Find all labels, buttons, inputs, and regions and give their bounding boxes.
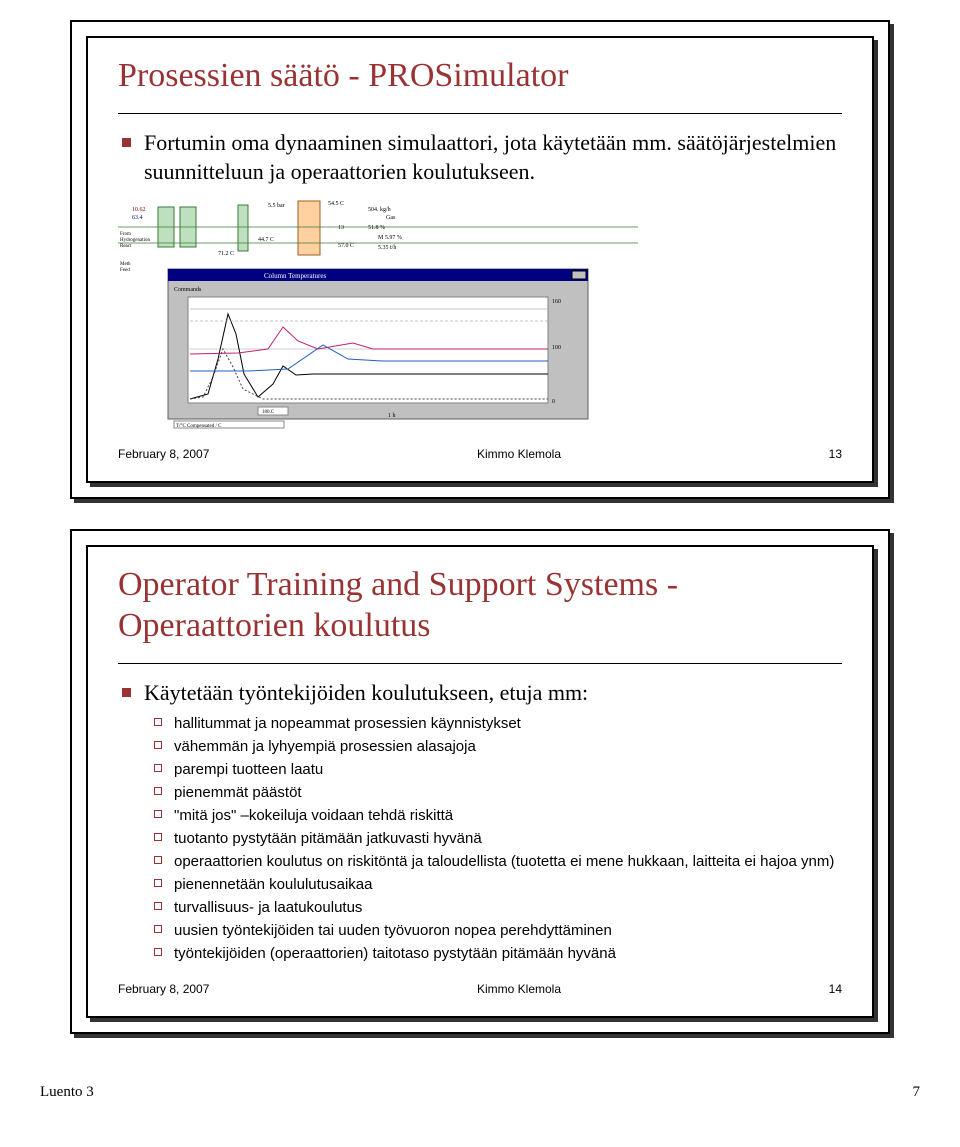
slide-2-footer: February 8, 2007 Kimmo Klemola 14 xyxy=(118,982,842,996)
svg-text:71.2 C: 71.2 C xyxy=(218,251,234,257)
svg-text:React: React xyxy=(120,244,132,249)
sub-item: työntekijöiden (operaattorien) taitotaso… xyxy=(144,943,842,964)
svg-text:180.C: 180.C xyxy=(262,410,275,415)
slide-1-outer-frame: Prosessien säätö - PROSimulator Fortumin… xyxy=(70,20,890,499)
slide-2-title: Operator Training and Support Systems - … xyxy=(118,565,842,647)
footer-pagenum: 13 xyxy=(829,447,842,461)
sub-item: pienemmät päästöt xyxy=(144,782,842,803)
svg-text:Column Temperatures: Column Temperatures xyxy=(264,272,326,280)
slide-2-bullets: Käytetään työntekijöiden koulutukseen, e… xyxy=(118,678,842,965)
slide-1-footer: February 8, 2007 Kimmo Klemola 13 xyxy=(118,447,842,461)
footer-page-number: 7 xyxy=(913,1084,921,1101)
page-container: Prosessien säätö - PROSimulator Fortumin… xyxy=(0,0,960,1074)
svg-text:63.4: 63.4 xyxy=(132,215,143,221)
svg-text:13: 13 xyxy=(338,225,344,231)
sub-item: turvallisuus- ja laatukoulutus xyxy=(144,897,842,918)
slide-1-inner-frame: Prosessien säätö - PROSimulator Fortumin… xyxy=(86,36,874,483)
svg-text:Feed: Feed xyxy=(120,268,130,273)
sub-item: "mitä jos" –kokeiluja voidaan tehdä risk… xyxy=(144,805,842,826)
svg-text:0: 0 xyxy=(552,399,555,405)
svg-text:Meth: Meth xyxy=(120,262,131,267)
svg-text:1 h: 1 h xyxy=(388,413,396,419)
title-divider xyxy=(118,113,842,114)
sub-item: uusien työntekijöiden tai uuden työvuoro… xyxy=(144,920,842,941)
slide-2-sub-list: hallitummat ja nopeammat prosessien käyn… xyxy=(144,713,842,964)
slide-2-inner-frame: Operator Training and Support Systems - … xyxy=(86,545,874,1018)
sub-item: vähemmän ja lyhyempiä prosessien alasajo… xyxy=(144,736,842,757)
svg-text:100: 100 xyxy=(552,345,561,351)
sub-item: tuotanto pystytään pitämään jatkuvasti h… xyxy=(144,828,842,849)
svg-text:44.7 C: 44.7 C xyxy=(258,237,274,243)
footer-author: Kimmo Klemola xyxy=(477,447,561,461)
slide-1-title: Prosessien säätö - PROSimulator xyxy=(118,56,842,97)
svg-text:504. kg/h: 504. kg/h xyxy=(368,207,391,213)
document-page-footer: Luento 3 7 xyxy=(0,1074,960,1121)
svg-text:160: 160 xyxy=(552,299,561,305)
slide-1-bullets: Fortumin oma dynaaminen simulaattori, jo… xyxy=(118,128,842,187)
svg-text:Gas: Gas xyxy=(386,215,396,221)
sub-item: parempi tuotteen laatu xyxy=(144,759,842,780)
svg-text:51.8 %: 51.8 % xyxy=(368,225,385,231)
svg-text:57.0 C: 57.0 C xyxy=(338,243,354,249)
svg-text:M 5.97 %: M 5.97 % xyxy=(378,235,402,241)
footer-date: February 8, 2007 xyxy=(118,982,209,996)
sub-item: operaattorien koulutus on riskitöntä ja … xyxy=(144,851,842,872)
footer-pagenum: 14 xyxy=(829,982,842,996)
svg-text:54.5 C: 54.5 C xyxy=(328,201,344,207)
slide-2-main-bullet-text: Käytetään työntekijöiden koulutukseen, e… xyxy=(144,680,588,705)
svg-text:Commands: Commands xyxy=(174,287,202,293)
svg-text:From: From xyxy=(120,232,131,237)
svg-text:10.62: 10.62 xyxy=(132,207,146,213)
process-svg: 10.62 63.4 5.5 bar 54.5 C 504. kg/h Gas … xyxy=(118,199,638,429)
process-diagram-chart: 10.62 63.4 5.5 bar 54.5 C 504. kg/h Gas … xyxy=(118,199,638,429)
sub-item: pienennetään koululutusaikaa xyxy=(144,874,842,895)
slide-2-outer-frame: Operator Training and Support Systems - … xyxy=(70,529,890,1034)
slide-2-main-bullet: Käytetään työntekijöiden koulutukseen, e… xyxy=(118,678,842,965)
svg-text:5.5 bar: 5.5 bar xyxy=(268,203,285,209)
sub-item: hallitummat ja nopeammat prosessien käyn… xyxy=(144,713,842,734)
svg-text:Hydrogenation: Hydrogenation xyxy=(120,238,150,243)
footer-author: Kimmo Klemola xyxy=(477,982,561,996)
footer-lecture-label: Luento 3 xyxy=(40,1084,94,1101)
title-divider-2 xyxy=(118,663,842,664)
svg-text:5.35 t/h: 5.35 t/h xyxy=(378,245,396,251)
slide-1-bullet-1: Fortumin oma dynaaminen simulaattori, jo… xyxy=(118,128,842,187)
svg-text:T/°C Compensated / C: T/°C Compensated / C xyxy=(176,424,222,429)
footer-date: February 8, 2007 xyxy=(118,447,209,461)
